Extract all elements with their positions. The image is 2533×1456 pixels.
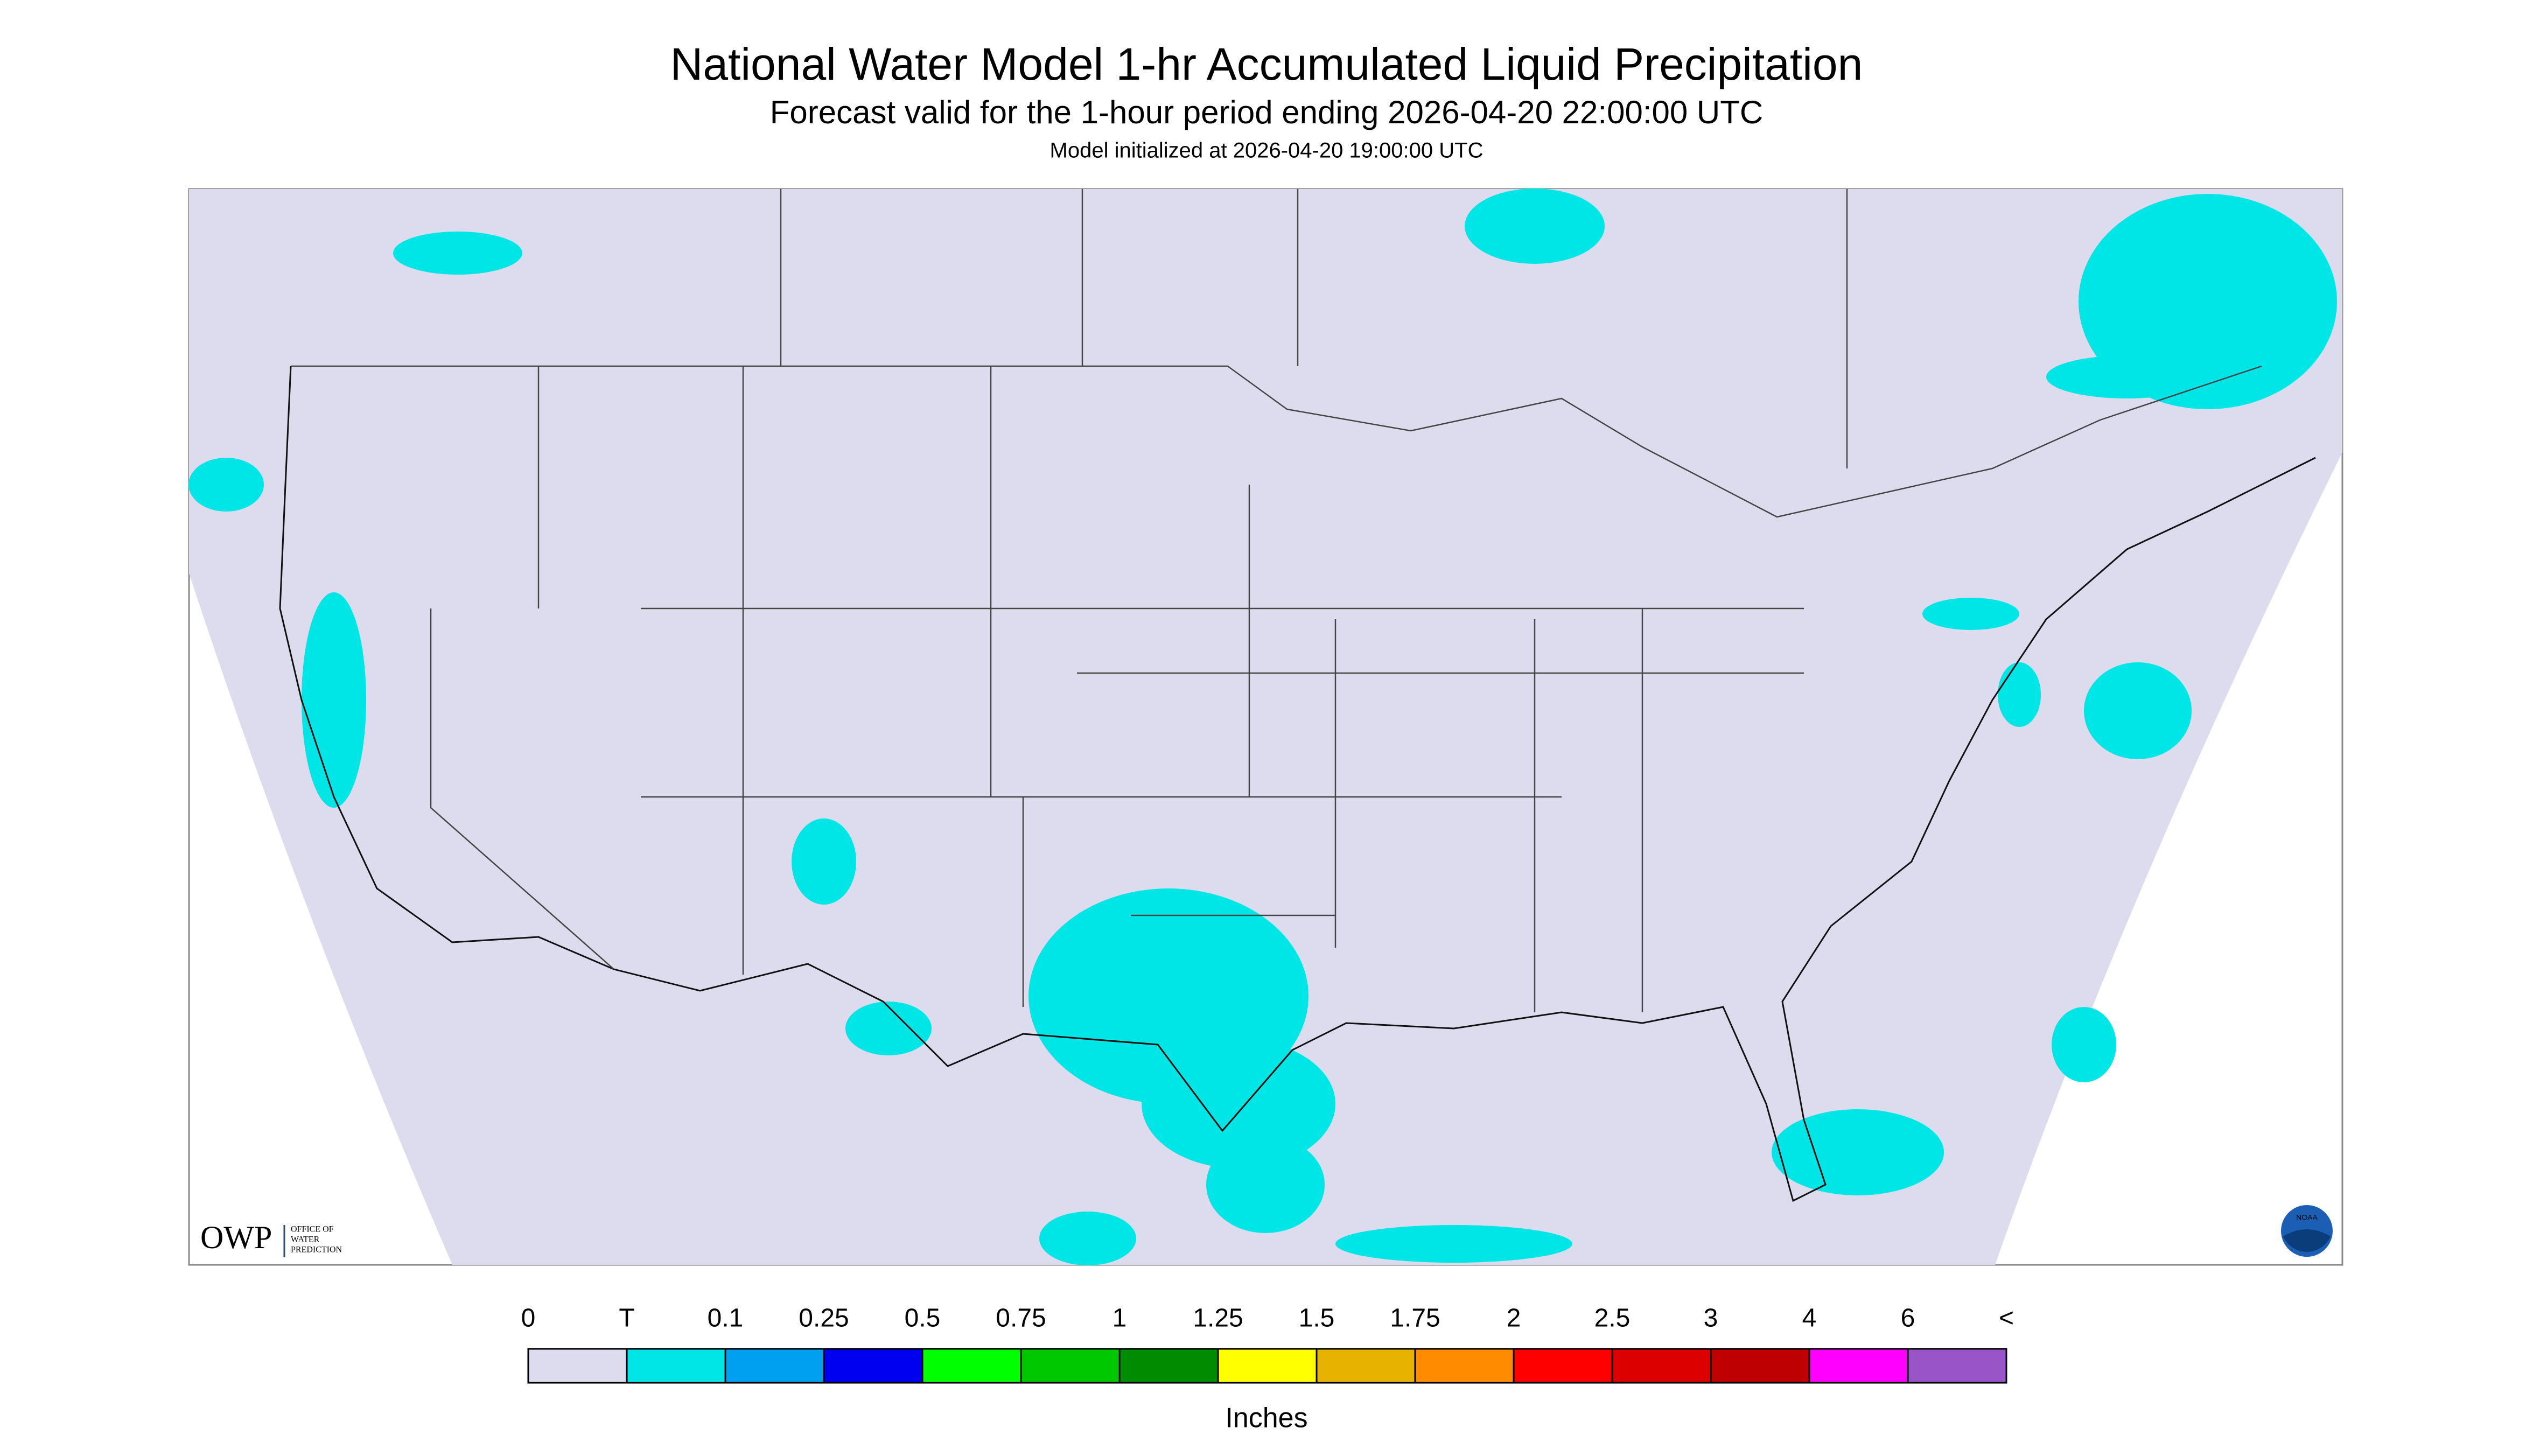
precip-area xyxy=(2052,1007,2116,1082)
legend-swatch xyxy=(1217,1348,1318,1384)
precipitation xyxy=(188,188,2337,1265)
legend-label: 6 xyxy=(1901,1304,1915,1333)
legend-label: 1 xyxy=(1112,1304,1127,1333)
precip-area xyxy=(1465,188,1605,264)
legend-label: 1.75 xyxy=(1390,1304,1440,1333)
legend-label: 0.25 xyxy=(799,1304,849,1333)
init-time: Model initialized at 2026-04-20 19:00:00… xyxy=(1050,139,1484,163)
noaa-text: NOAA xyxy=(2296,1213,2318,1222)
legend-swatch xyxy=(1316,1348,1416,1384)
precip-area xyxy=(1039,1212,1136,1265)
legend-label: 0.1 xyxy=(708,1304,744,1333)
legend-label: 0.75 xyxy=(996,1304,1046,1333)
legend-label: 0.5 xyxy=(905,1304,941,1333)
precip-area xyxy=(1206,1136,1325,1233)
legend-swatch xyxy=(1611,1348,1712,1384)
precip-area xyxy=(2046,355,2208,398)
precip-area xyxy=(1922,598,2019,630)
legend-units: Inches xyxy=(1225,1403,1307,1434)
legend-label: T xyxy=(619,1304,634,1333)
precip-area xyxy=(1142,1039,1335,1168)
owp-text: PREDICTION xyxy=(291,1245,342,1255)
legend-label: 2 xyxy=(1507,1304,1521,1333)
legend-swatch xyxy=(1513,1348,1613,1384)
precip-area xyxy=(792,818,856,905)
borders xyxy=(279,189,2316,1202)
legend-swatch xyxy=(724,1348,825,1384)
precip-area xyxy=(845,1002,932,1055)
legend-swatch xyxy=(626,1348,726,1384)
border xyxy=(780,189,1848,468)
precip-area xyxy=(2084,662,2192,759)
precip-area xyxy=(1772,1109,1944,1195)
legend-swatch xyxy=(823,1348,923,1384)
legend: 0 T 0.1 0.25 0.5 0.75 1 1.25 1.5 1.75 2 2.5 3 4 6 < xyxy=(521,1304,2014,1384)
border xyxy=(430,366,1804,1012)
map: OWP OFFICE OF WATER PREDICTION NOAA xyxy=(188,188,2343,1266)
legend-label: 3 xyxy=(1704,1304,1718,1333)
precip-area xyxy=(2079,194,2337,409)
coastline xyxy=(279,366,2316,1202)
precip-area xyxy=(188,458,264,512)
legend-label: 1.25 xyxy=(1193,1304,1243,1333)
legend-swatch xyxy=(1118,1348,1219,1384)
title: National Water Model 1-hr Accumulated Li… xyxy=(670,39,1863,89)
noaa-logo-wave xyxy=(2283,1229,2331,1252)
border xyxy=(291,365,2262,518)
precip-area xyxy=(393,232,522,275)
owp-logo: OWP xyxy=(200,1220,272,1255)
legend-swatch xyxy=(1808,1348,1909,1384)
legend-label: < xyxy=(1999,1304,2014,1333)
precip-area xyxy=(1335,1225,1572,1263)
legend-swatch xyxy=(1414,1348,1515,1384)
legend-swatch xyxy=(1710,1348,1810,1384)
legend-label: 0 xyxy=(521,1304,536,1333)
owp-text: OFFICE OF xyxy=(291,1225,334,1234)
legend-label: 2.5 xyxy=(1594,1304,1631,1333)
legend-label: 1.5 xyxy=(1299,1304,1335,1333)
precip-area xyxy=(1998,662,2041,727)
precip-area xyxy=(302,592,366,808)
legend-label: 4 xyxy=(1802,1304,1817,1333)
subtitle: Forecast valid for the 1-hour period end… xyxy=(770,94,1763,130)
model-domain xyxy=(189,189,2342,1265)
owp-text: WATER xyxy=(291,1235,320,1244)
legend-swatch xyxy=(1907,1348,2007,1384)
legend-swatch xyxy=(1020,1348,1121,1384)
legend-swatch xyxy=(527,1348,628,1384)
legend-swatch xyxy=(921,1348,1022,1384)
